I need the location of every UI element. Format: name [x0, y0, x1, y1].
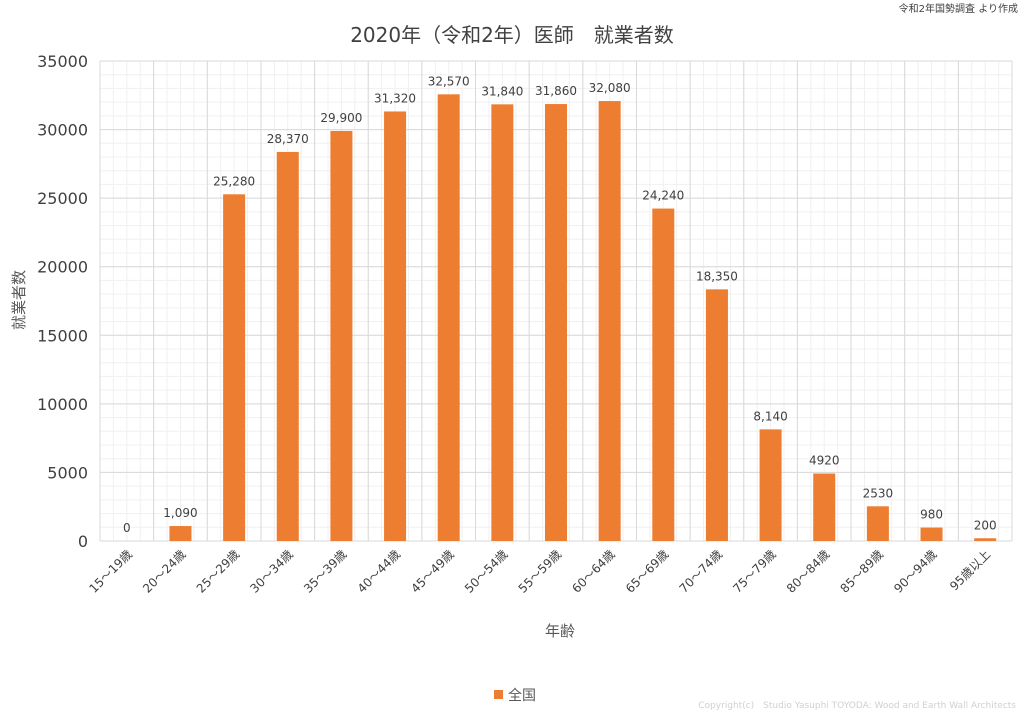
data-label: 31,840: [481, 84, 523, 98]
y-axis-label: 就業者数: [10, 270, 28, 330]
y-axis-ticks: 0 5000 10000 15000 20000 25000 30000 35000: [37, 52, 88, 551]
x-tick-label: 25～29歳: [194, 547, 242, 595]
x-tick-label: 90～94歳: [891, 547, 939, 595]
data-label: 1,090: [163, 506, 197, 520]
x-tick-label: 95歳以上: [947, 547, 993, 593]
data-label: 25,280: [213, 174, 255, 188]
copyright-note: Copyright(c) Studio Yasuphi TOYODA: Wood…: [698, 701, 1016, 711]
bar: [545, 104, 567, 541]
bar: [223, 194, 246, 541]
y-tick-label: 35000: [37, 52, 88, 71]
x-axis-label: 年齢: [545, 622, 575, 640]
data-label: 32,570: [428, 74, 470, 88]
bar: [384, 111, 407, 542]
data-label: 4920: [809, 454, 840, 468]
bars: [169, 94, 997, 542]
data-label: 2530: [863, 486, 894, 500]
data-labels: 0 1,090 25,280 28,370 29,900 31,320 32,570 31,8…: [123, 74, 997, 535]
x-tick-label: 40～44歳: [355, 547, 403, 595]
data-label: 200: [974, 518, 997, 532]
bar: [276, 151, 299, 541]
y-tick-label: 15000: [37, 326, 88, 345]
bar: [705, 289, 728, 541]
source-note: 令和2年国勢調査 より作成: [898, 4, 1018, 15]
data-label: 32,080: [589, 81, 631, 95]
data-label: 29,900: [320, 111, 362, 125]
chart-title: 2020年（令和2年）医師 就業者数: [350, 23, 674, 47]
y-tick-label: 10000: [37, 395, 88, 414]
data-label: 980: [920, 508, 943, 522]
bar: [598, 101, 621, 541]
x-tick-label: 65～69歳: [623, 547, 671, 595]
y-tick-label: 25000: [37, 189, 88, 208]
y-tick-label: 5000: [47, 463, 88, 482]
x-tick-label: 30～34歳: [247, 547, 295, 595]
data-label: 31,320: [374, 91, 416, 105]
x-axis-ticks: 15～19歳 20～24歳 25～29歳 30～34歳 35～39歳 40～44歳 45～4…: [86, 547, 993, 595]
y-tick-label: 20000: [37, 258, 88, 277]
x-tick-label: 35～39歳: [301, 547, 349, 595]
bar: [920, 527, 943, 541]
legend-swatch: [494, 690, 503, 699]
x-tick-label: 50～54歳: [462, 547, 510, 595]
bar: [759, 429, 782, 541]
x-tick-label: 75～79歳: [730, 547, 778, 595]
x-tick-label: 60～64歳: [569, 547, 617, 595]
data-label: 18,350: [696, 269, 738, 283]
y-tick-label: 30000: [37, 121, 88, 140]
bar: [974, 538, 997, 541]
data-label: 8,140: [753, 409, 787, 423]
x-tick-label: 85～89歳: [838, 547, 886, 595]
bar: [437, 94, 460, 541]
y-tick-label: 0: [78, 532, 88, 551]
x-tick-label: 55～59歳: [516, 547, 564, 595]
legend-label: 全国: [508, 687, 536, 704]
bar: [866, 506, 889, 541]
x-tick-label: 70～74歳: [677, 547, 725, 595]
data-label: 24,240: [642, 189, 684, 203]
bar: [813, 473, 836, 541]
legend: 全国: [494, 687, 536, 704]
x-tick-label: 45～49歳: [408, 547, 456, 595]
bar: [652, 208, 675, 541]
data-label: 31,860: [535, 84, 577, 98]
x-tick-label: 15～19歳: [86, 547, 134, 595]
bar: [169, 526, 192, 541]
data-label: 0: [123, 521, 131, 535]
data-label: 28,370: [267, 132, 309, 146]
x-tick-label: 80～84歳: [784, 547, 832, 595]
x-tick-label: 20～24歳: [140, 547, 188, 595]
bar: [330, 130, 353, 541]
bar: [491, 104, 514, 541]
